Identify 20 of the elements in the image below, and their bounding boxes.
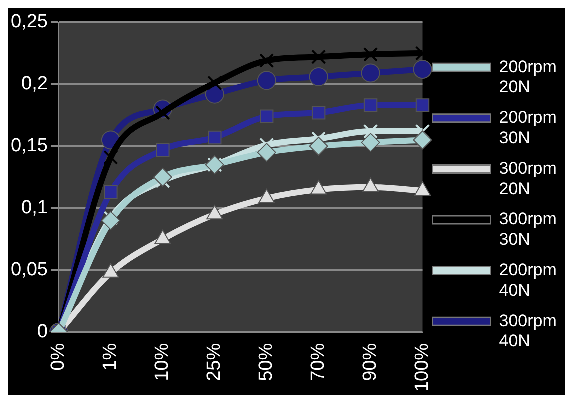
x-tick-label: 90% xyxy=(360,343,382,382)
legend-label: 200rpm 40N xyxy=(499,260,557,300)
legend-label: 200rpm 20N xyxy=(499,57,557,97)
y-tick-label: 0,1 xyxy=(22,198,48,219)
x-tick-label: 25% xyxy=(204,343,226,382)
x-tick-label: 10% xyxy=(152,343,174,382)
x-tick-label: 100% xyxy=(412,343,433,392)
y-tick-label: 0,25 xyxy=(10,12,48,33)
y-tick-label: 0,05 xyxy=(10,260,48,281)
y-tick-label: 0,15 xyxy=(10,136,48,157)
y-tick-label: 0,2 xyxy=(22,74,48,95)
x-tick-label: 50% xyxy=(256,343,278,382)
x-tick-label: 0% xyxy=(48,343,70,371)
legend-label: 200rpm 30N xyxy=(499,108,557,148)
legend-label: 300rpm 30N xyxy=(499,210,557,250)
legend-label: 300rpm 20N xyxy=(499,158,557,198)
y-tick-label: 0 xyxy=(37,322,48,343)
x-tick-label: 70% xyxy=(308,343,330,382)
legend-label: 300rpm 40N xyxy=(499,311,557,351)
x-tick-label: 1% xyxy=(100,343,122,371)
